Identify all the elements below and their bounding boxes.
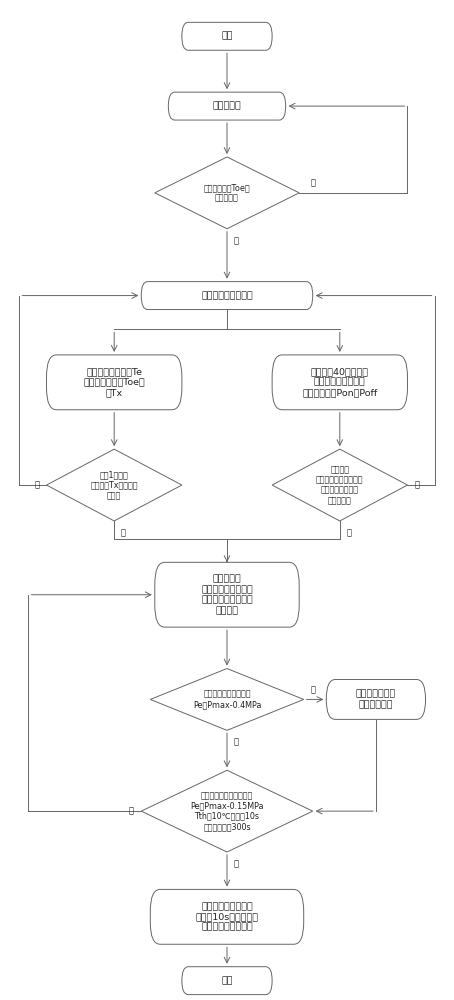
Text: 否: 否 xyxy=(234,738,239,747)
Polygon shape xyxy=(150,669,304,730)
Text: 结束: 结束 xyxy=(221,976,233,985)
FancyBboxPatch shape xyxy=(150,889,304,944)
Text: 否: 否 xyxy=(35,481,40,490)
FancyBboxPatch shape xyxy=(168,92,286,120)
FancyBboxPatch shape xyxy=(182,967,272,995)
Text: 开始: 开始 xyxy=(221,32,233,41)
FancyBboxPatch shape xyxy=(155,562,299,627)
Text: 否: 否 xyxy=(414,481,419,490)
Text: 提前开启室外换热器
风机，10s后四通换向
阀进行换向退出化霜: 提前开启室外换热器 风机，10s后四通换向 阀进行换向退出化霜 xyxy=(196,902,258,932)
Text: 计算对应蒸发温度Te
与室外环境温度Toe的
差Tx: 计算对应蒸发温度Te 与室外环境温度Toe的 差Tx xyxy=(84,367,145,397)
Text: 室外环境温度Toe在
结霜范围内: 室外环境温度Toe在 结霜范围内 xyxy=(204,183,250,203)
Text: 按表1条件，
实时判断Tx是否在结
霜区间: 按表1条件， 实时判断Tx是否在结 霜区间 xyxy=(90,470,138,500)
Polygon shape xyxy=(141,770,313,852)
Text: 是: 是 xyxy=(121,528,126,537)
Text: 是否满足化霜退出条件：
Pe＞Pmax-0.15MPa
Tth＞10℃并维持10s
化霜运行持续300s: 是否满足化霜退出条件： Pe＞Pmax-0.15MPa Tth＞10℃并维持10… xyxy=(190,791,264,831)
Text: 是: 是 xyxy=(234,859,239,868)
FancyBboxPatch shape xyxy=(272,355,408,410)
Text: 进入化霜，
四通换向阀换向、关
闭风机，一直判断换
热器压力: 进入化霜， 四通换向阀换向、关 闭风机，一直判断换 热器压力 xyxy=(201,575,253,615)
Text: 室外换热器压力上升至
Pe＞Pmax-0.4MPa: 室外换热器压力上升至 Pe＞Pmax-0.4MPa xyxy=(193,690,261,709)
FancyBboxPatch shape xyxy=(141,282,313,310)
Text: 是: 是 xyxy=(311,685,316,694)
Text: 开启室外换热器
风机最低转速: 开启室外换热器 风机最低转速 xyxy=(356,690,396,709)
Polygon shape xyxy=(155,157,299,229)
Text: 否: 否 xyxy=(128,807,133,816)
Polygon shape xyxy=(272,449,408,521)
Text: 持续运行40分钟后测
风机开启及关闭时室
外换热器压力Pon及Poff: 持续运行40分钟后测 风机开启及关闭时室 外换热器压力Pon及Poff xyxy=(302,367,377,397)
Text: 检测室外换热器压力: 检测室外换热器压力 xyxy=(201,291,253,300)
Text: 制热水运行: 制热水运行 xyxy=(212,102,242,111)
Text: 判断风机
开启和关闭对室外换热
器压力的影响是否
小于判断值: 判断风机 开启和关闭对室外换热 器压力的影响是否 小于判断值 xyxy=(316,465,364,505)
FancyBboxPatch shape xyxy=(182,22,272,50)
Text: 是: 是 xyxy=(234,236,239,245)
FancyBboxPatch shape xyxy=(326,680,425,719)
Polygon shape xyxy=(46,449,182,521)
FancyBboxPatch shape xyxy=(46,355,182,410)
Text: 是: 是 xyxy=(346,528,351,537)
Text: 否: 否 xyxy=(311,178,316,187)
